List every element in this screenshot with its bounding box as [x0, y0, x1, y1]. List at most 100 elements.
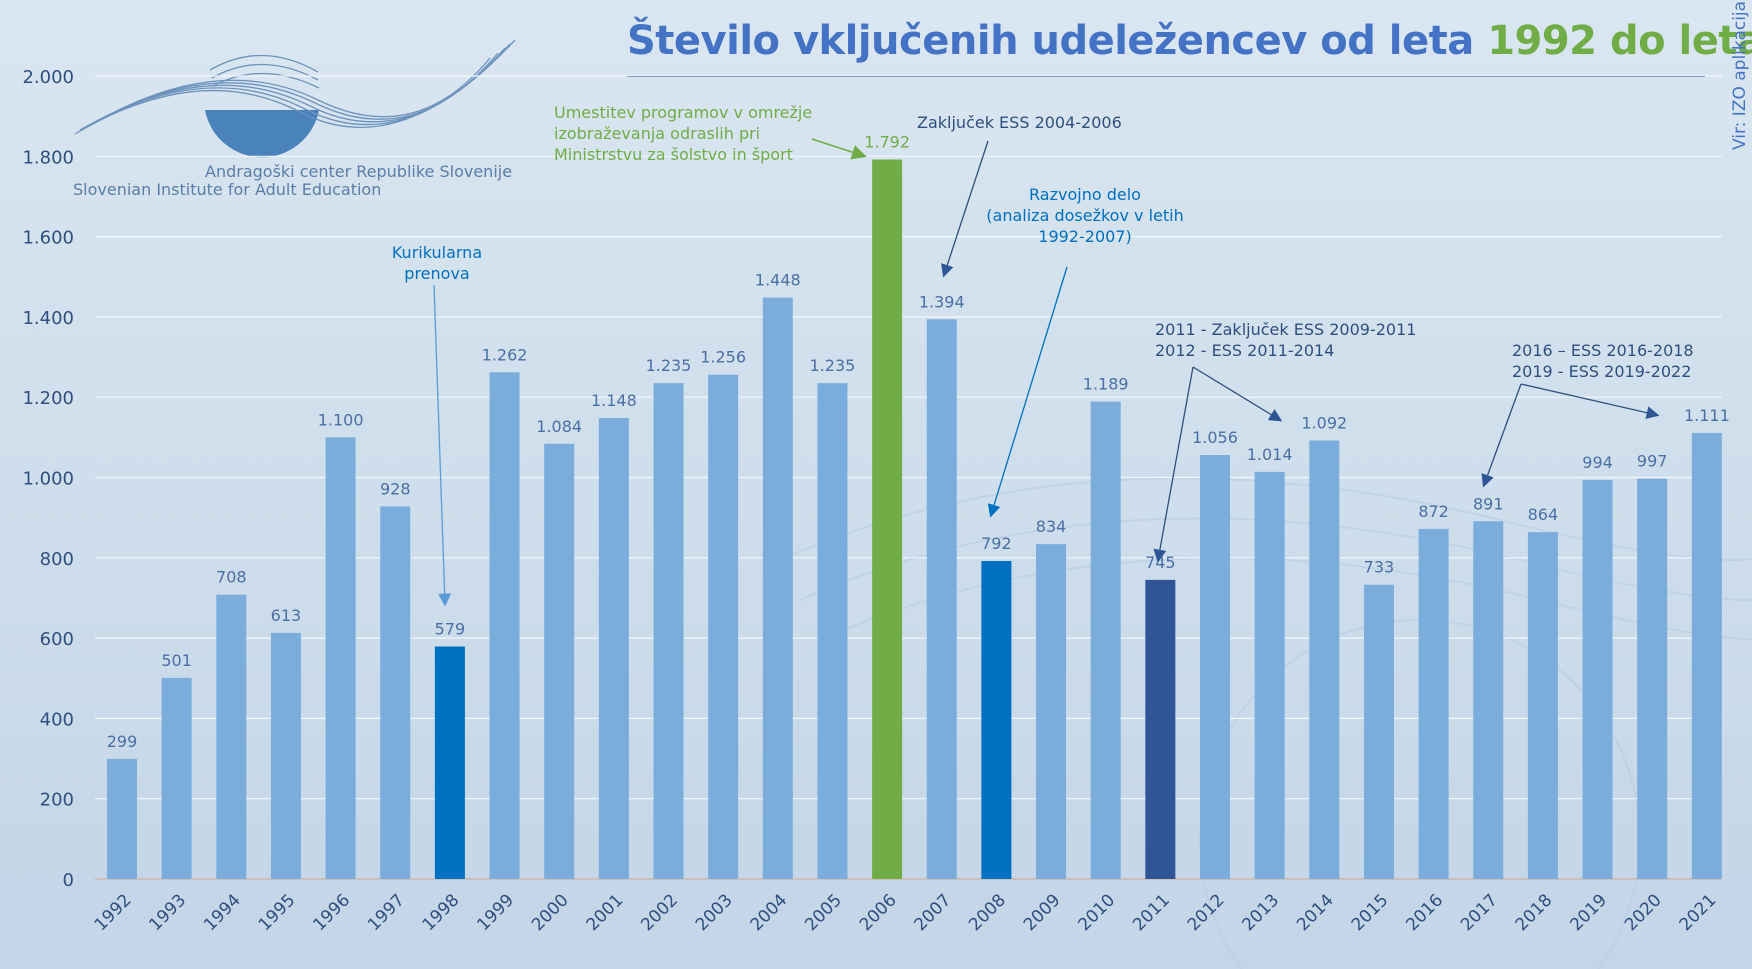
x-axis: 1992 1993 1994 1995 1996 1997 1998 1999 2000 2001…	[91, 890, 1721, 935]
bar-2000	[544, 443, 575, 879]
x-tick-label-1992: 1992	[91, 890, 136, 935]
x-tick-label-2004: 2004	[747, 890, 792, 935]
value-label-2014: 1.092	[1301, 414, 1347, 433]
bar-2001	[598, 418, 629, 879]
bar-2018	[1527, 532, 1558, 879]
arrow-umestitev	[811, 138, 867, 160]
annotation-razvojno-delo: Razvojno delo (analiza dosežkov v letih …	[975, 184, 1195, 247]
bar-1996	[325, 437, 356, 879]
x-tick-label-2011: 2011	[1129, 890, 1174, 935]
bar-2012	[1200, 455, 1230, 879]
bar-1997	[380, 506, 411, 879]
value-labels: 299 501 708 613 1.100 928 579 1.262 1.084 1.148 1.…	[107, 133, 1730, 751]
annotation-line: izobraževanja odraslih pri	[554, 124, 761, 143]
x-tick-label-2012: 2012	[1184, 890, 1229, 935]
y-tick-label: 1.000	[22, 469, 74, 490]
y-tick-label: 1.800	[22, 147, 74, 168]
x-tick-label-2002: 2002	[637, 890, 682, 935]
value-label-2013: 1.014	[1247, 445, 1293, 464]
bar-2008	[981, 561, 1012, 879]
value-label-2019: 994	[1582, 453, 1613, 472]
bar-1999	[489, 372, 520, 879]
value-label-2012: 1.056	[1192, 428, 1238, 447]
x-tick-label-2018: 2018	[1512, 890, 1557, 935]
annotation-line: Razvojno delo	[1029, 185, 1141, 204]
annotation-line: 2012 - ESS 2011-2014	[1155, 341, 1335, 360]
chart-title: Število vključenih udeležencev od leta 1…	[627, 18, 1752, 64]
x-tick-label-2021: 2021	[1676, 890, 1721, 935]
annotation-line: Ministrstvu za šolstvo in šport	[554, 145, 793, 164]
bar-2020	[1637, 478, 1668, 879]
bar-1994	[216, 594, 247, 879]
annotation-line: 1992-2007)	[1038, 227, 1132, 246]
bar-2007	[926, 319, 957, 880]
annotation-line: 2019 - ESS 2019-2022	[1512, 362, 1692, 381]
value-label-2018: 864	[1528, 505, 1559, 524]
value-label-1999: 1.262	[482, 345, 528, 364]
bar-2005	[817, 383, 848, 879]
value-label-2017: 891	[1473, 494, 1504, 513]
x-tick-label-1999: 1999	[473, 890, 518, 935]
bar-1995	[270, 632, 301, 879]
logo-text-slovenian: Andragoški center Republike Slovenije	[205, 162, 513, 181]
value-label-2002: 1.235	[646, 356, 692, 375]
value-label-2001: 1.148	[591, 391, 637, 410]
value-label-1995: 613	[271, 606, 302, 625]
x-tick-label-2015: 2015	[1348, 890, 1393, 935]
x-tick-label-2005: 2005	[801, 890, 846, 935]
value-label-1996: 1.100	[318, 410, 364, 429]
x-tick-label-1998: 1998	[419, 890, 464, 935]
value-label-2005: 1.235	[810, 356, 856, 375]
bar-2006	[872, 159, 903, 880]
value-label-2003: 1.256	[700, 348, 746, 367]
annotation-line: (analiza dosežkov v letih	[986, 206, 1184, 225]
x-tick-label-2017: 2017	[1457, 890, 1502, 935]
x-tick-label-2008: 2008	[965, 890, 1010, 935]
value-label-2008: 792	[981, 534, 1012, 553]
value-label-2021: 1.111	[1684, 406, 1730, 425]
bar-2009	[1036, 544, 1067, 879]
value-label-1998: 579	[435, 620, 466, 639]
value-label-2015: 733	[1364, 558, 1395, 577]
annotation-line: Umestitev programov v omrežje	[554, 103, 813, 122]
bar-2017	[1473, 521, 1504, 879]
bar-2010	[1090, 401, 1121, 879]
arrow-kurikularna	[433, 284, 452, 607]
y-tick-label: 1.200	[22, 388, 74, 409]
arrow-ess-2016-a	[1481, 383, 1522, 488]
x-tick-label-2014: 2014	[1293, 890, 1338, 935]
value-label-2006: 1.792	[864, 133, 910, 152]
y-tick-label: 400	[40, 709, 74, 730]
logo-text-english: Slovenian Institute for Adult Education	[73, 180, 382, 199]
value-label-2009: 834	[1036, 517, 1067, 536]
annotation-line: Kurikularna	[391, 243, 483, 262]
x-tick-label-2009: 2009	[1020, 890, 1065, 935]
y-tick-label: 600	[40, 629, 74, 650]
bar-2011	[1145, 579, 1176, 879]
x-tick-label-2016: 2016	[1402, 890, 1447, 935]
bar-2013	[1254, 471, 1285, 879]
x-tick-label-2006: 2006	[856, 890, 901, 935]
value-label-2004: 1.448	[755, 271, 801, 290]
value-label-1992: 299	[107, 732, 138, 751]
x-tick-label-2013: 2013	[1238, 890, 1283, 935]
x-tick-label-1994: 1994	[200, 890, 245, 935]
y-tick-label: 0	[63, 870, 74, 891]
arrow-ess-2016-b	[1520, 383, 1660, 420]
value-label-2011: 745	[1145, 553, 1176, 572]
arrow-ess-2011-b	[1192, 366, 1283, 422]
value-label-2007: 1.394	[919, 292, 965, 311]
title-highlight: 1992 do leta 2021	[1487, 18, 1752, 64]
bar-2004	[762, 297, 793, 879]
value-label-2010: 1.189	[1083, 375, 1129, 394]
x-tick-label-2010: 2010	[1074, 890, 1119, 935]
x-tick-label-1996: 1996	[309, 890, 354, 935]
annotation-ess-2016: 2016 – ESS 2016-2018 2019 - ESS 2019-202…	[1512, 340, 1694, 382]
value-label-2000: 1.084	[536, 417, 582, 436]
title-divider	[627, 76, 1705, 77]
x-tick-label-2019: 2019	[1566, 890, 1611, 935]
value-label-2016: 872	[1418, 502, 1449, 521]
x-tick-label-1995: 1995	[255, 890, 300, 935]
bar-2019	[1582, 479, 1613, 879]
annotation-umestitev: Umestitev programov v omrežje izobraževa…	[554, 102, 812, 165]
